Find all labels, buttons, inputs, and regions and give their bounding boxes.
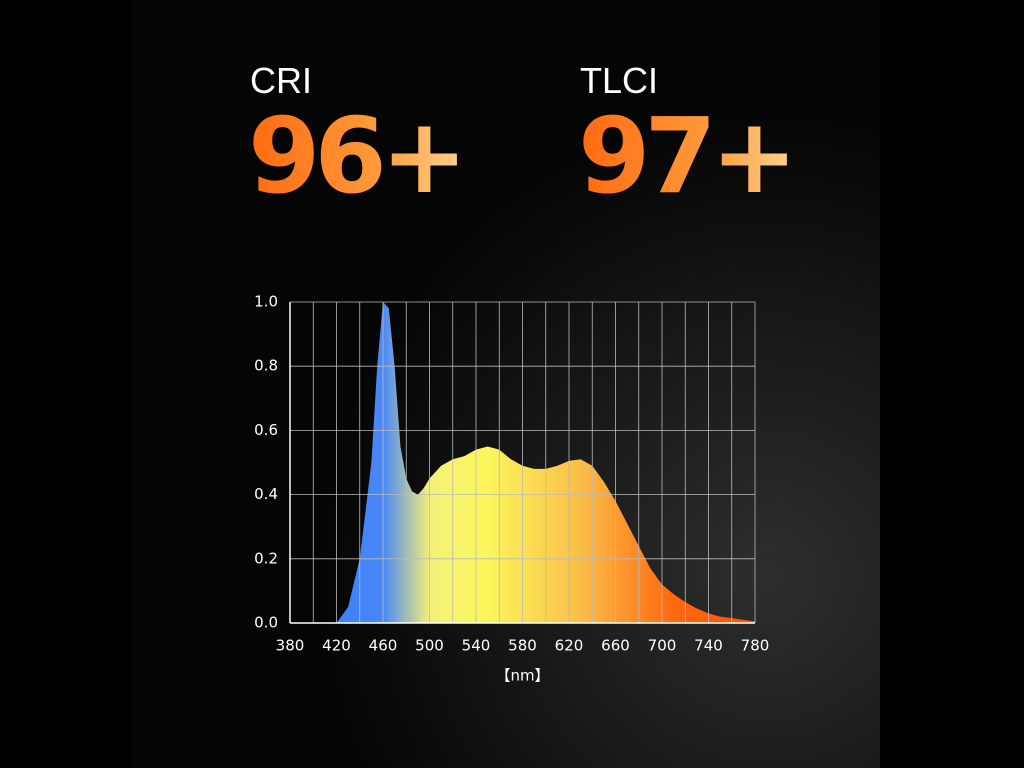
x-tick-label: 420 — [322, 637, 351, 655]
x-tick-label: 540 — [462, 637, 491, 655]
y-tick-label: 0.4 — [254, 485, 278, 503]
x-tick-label: 620 — [555, 637, 584, 655]
stat-label: CRI — [250, 60, 312, 101]
stat-value: 97+ — [578, 95, 792, 217]
x-tick-label: 500 — [415, 637, 444, 655]
x-axis-label: 【nm】 — [495, 667, 549, 685]
y-tick-label: 0.8 — [254, 357, 278, 375]
stat-value: 96+ — [248, 95, 462, 217]
y-tick-label: 1.0 — [254, 293, 278, 311]
y-tick-label: 0.2 — [254, 549, 278, 567]
stat-label: TLCI — [580, 60, 658, 101]
x-tick-label: 380 — [276, 637, 305, 655]
x-tick-label: 580 — [508, 637, 537, 655]
x-tick-label: 700 — [648, 637, 677, 655]
y-tick-label: 0.0 — [254, 614, 278, 632]
y-tick-label: 0.6 — [254, 421, 278, 439]
x-tick-label: 780 — [741, 637, 770, 655]
x-tick-label: 660 — [601, 637, 630, 655]
chart: 0.0 0.2 0.4 0.6 0.8 1.0 380 420 460 500 540 580 620 6… — [254, 293, 769, 685]
x-tick-label: 740 — [694, 637, 723, 655]
x-tick-label: 460 — [369, 637, 398, 655]
